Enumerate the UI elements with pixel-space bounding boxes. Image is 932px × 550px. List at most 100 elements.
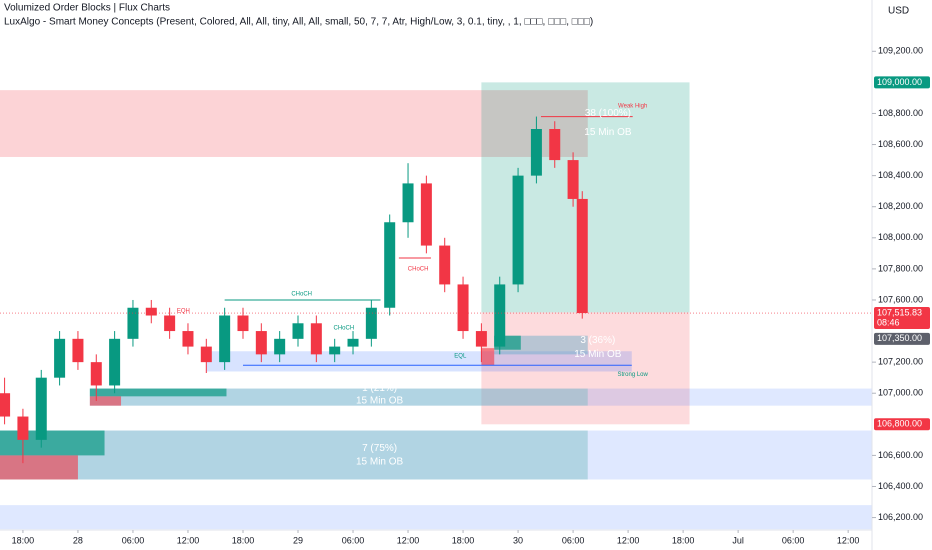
candle-body: [512, 175, 524, 285]
x-tick-label: 18:00: [12, 535, 35, 545]
annotation: Weak High: [618, 103, 647, 109]
candle-body: [127, 307, 139, 339]
candle-body: [329, 346, 341, 355]
candle-body: [402, 183, 414, 223]
candle-body: [219, 315, 231, 363]
candle-body: [164, 315, 176, 332]
annotation: 15 Min OB: [584, 127, 632, 138]
annotation: CHoCH: [334, 326, 355, 332]
candle-body: [0, 393, 11, 417]
candle-body: [530, 129, 542, 176]
candle-body: [255, 331, 267, 355]
x-tick-label: 30: [513, 535, 523, 545]
candle-body: [384, 222, 396, 308]
candle-body: [109, 338, 121, 386]
candle-body: [274, 338, 286, 355]
candle-body: [494, 284, 506, 347]
candle-body: [237, 315, 249, 332]
price-label: 107,515.83: [877, 307, 922, 317]
x-tick-label: Jul: [732, 535, 744, 545]
annotation: 15 Min OB: [356, 456, 404, 467]
candle-body: [72, 338, 84, 363]
candle-body: [200, 346, 212, 363]
x-tick-label: 12:00: [177, 535, 200, 545]
zone: [0, 430, 105, 456]
chart-subtitle: LuxAlgo - Smart Money Concepts (Present,…: [4, 17, 593, 28]
x-tick-label: 12:00: [397, 535, 420, 545]
chart-title: Volumized Order Blocks | Flux Charts: [4, 3, 170, 14]
candle-body: [182, 331, 194, 347]
candle-body: [567, 160, 579, 199]
price-label-bg: [874, 418, 930, 431]
zone: [0, 455, 78, 480]
y-tick-label: 108,600.00: [878, 139, 923, 149]
plot-area: 38 (100%) 15 Min OB 3 (36%) 15 Min OB 1 (21%…: [0, 82, 872, 530]
currency[interactable]: USD: [888, 6, 909, 17]
zone: [0, 90, 588, 157]
x-tick-label: 06:00: [342, 535, 365, 545]
x-tick-label: 06:00: [122, 535, 145, 545]
candle-body: [145, 307, 157, 316]
y-tick-label: 107,600.00: [878, 294, 923, 304]
x-tick-label: 18:00: [232, 535, 255, 545]
candle-body: [549, 129, 561, 161]
annotation: 15 Min OB: [574, 349, 622, 360]
x-tick-label: 12:00: [837, 535, 860, 545]
price-label-bg: [874, 307, 930, 330]
x-tick-label: 29: [293, 535, 303, 545]
y-tick-label: 108,400.00: [878, 170, 923, 180]
price-label: 106,800.00: [877, 419, 922, 429]
countdown: 08:46: [877, 317, 900, 327]
candle-body: [576, 198, 588, 314]
y-tick-label: 107,000.00: [878, 388, 923, 398]
candle-body: [292, 323, 304, 339]
annotation: 15 Min OB: [356, 396, 404, 407]
x-tick-label: 28: [73, 535, 83, 545]
x-tick-label: 06:00: [562, 535, 585, 545]
annotation: 38 (100%): [585, 108, 631, 119]
candle-body: [457, 284, 469, 332]
annotation: 1 (21%): [362, 383, 397, 394]
zone: [0, 505, 872, 530]
y-tick-label: 106,400.00: [878, 481, 923, 491]
annotation: CHoCH: [291, 291, 312, 297]
y-tick-label: 109,200.00: [878, 46, 923, 56]
price-label: 109,000.00: [877, 77, 922, 87]
candle-body: [90, 362, 102, 386]
y-tick-label: 108,000.00: [878, 232, 923, 242]
zone: [89, 388, 227, 397]
candle-body: [439, 245, 451, 285]
price-label-bg: [874, 332, 930, 345]
price-label: 107,350.00: [877, 333, 922, 343]
x-tick-label: 18:00: [672, 535, 695, 545]
annotation: 7 (75%): [362, 443, 397, 454]
price-label-bg: [874, 76, 930, 89]
candle-body: [347, 338, 359, 347]
candle-body: [17, 416, 29, 440]
candle-body: [475, 331, 487, 347]
x-tick-label: 18:00: [452, 535, 475, 545]
candle-body: [54, 338, 66, 378]
annotation: EQH: [177, 308, 190, 314]
candle-body: [420, 183, 432, 246]
zone: [206, 351, 632, 372]
y-tick-label: 106,200.00: [878, 512, 923, 522]
zone: [89, 396, 122, 406]
candle-body: [365, 307, 377, 339]
zone: [481, 348, 495, 366]
candle-body: [35, 377, 47, 440]
y-tick-label: 107,200.00: [878, 357, 923, 367]
zone: [587, 430, 872, 480]
annotation: EQL: [454, 354, 467, 360]
annotation: 3 (36%): [580, 335, 615, 346]
y-tick-label: 106,600.00: [878, 450, 923, 460]
y-tick-label: 108,200.00: [878, 201, 923, 211]
x-tick-label: 06:00: [782, 535, 805, 545]
y-tick-label: 107,800.00: [878, 263, 923, 273]
zone: [587, 388, 872, 406]
annotation: Strong Low: [618, 372, 649, 378]
annotation: CHoCH: [408, 266, 429, 272]
y-tick-label: 108,800.00: [878, 108, 923, 118]
candle-body: [310, 323, 322, 355]
